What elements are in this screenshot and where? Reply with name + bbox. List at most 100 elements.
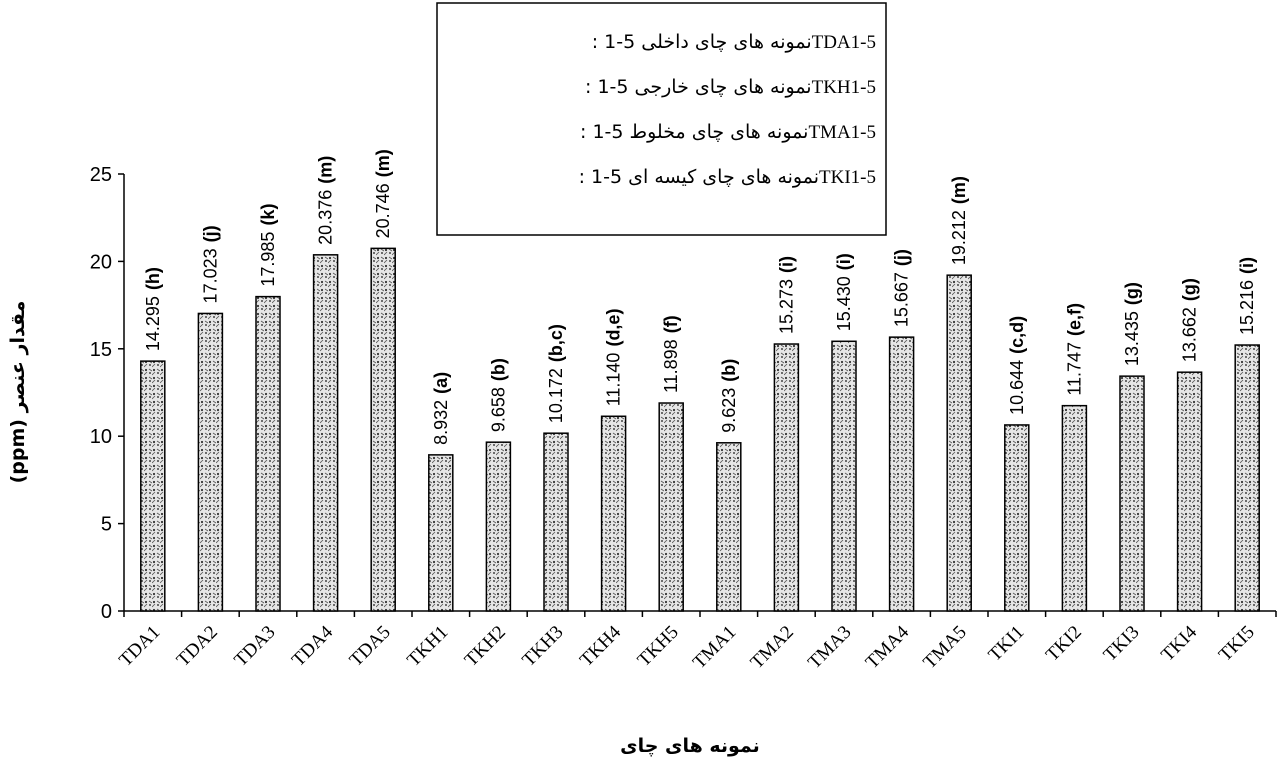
group-letter: (i): [1237, 257, 1257, 274]
data-value: 15.216: [1237, 280, 1257, 335]
group-letter: (m): [316, 156, 336, 184]
group-letter: (k): [258, 204, 278, 226]
legend-item-TMA1-5: : نمونه های چای مخلوط 5-1TMA1-5: [580, 121, 876, 143]
data-value: 20.376: [316, 190, 336, 245]
data-value: 15.667: [892, 272, 912, 327]
data-label-TKH3: 10.172 (b,c): [546, 324, 566, 423]
bar-TKH1: [428, 454, 454, 612]
data-value: 20.746: [373, 183, 393, 238]
x-tick-label-TKI4: TKI4: [1157, 621, 1201, 665]
bar-TKI3: [1119, 375, 1145, 612]
group-letter: (g): [1122, 282, 1142, 305]
bar-TMA1: [716, 442, 742, 612]
x-tick-label-TMA5: TMA5: [919, 622, 970, 673]
bar-TKI2: [1061, 404, 1088, 612]
data-label-TDA4: 20.376 (m): [316, 156, 336, 245]
data-value: 15.273: [776, 279, 796, 334]
data-label-TDA5: 20.746 (m): [373, 149, 393, 238]
group-letter: (i): [776, 256, 796, 273]
bar-TKH3: [543, 432, 569, 612]
bar-TDA5: [370, 247, 396, 612]
group-letter: (f): [661, 315, 681, 333]
bar-TKH4: [600, 415, 627, 612]
legend-item-TDA1-5: : نمونه های چای داخلی 5-1TDA1-5: [592, 31, 876, 53]
data-label-TMA2: 15.273 (i): [776, 256, 796, 334]
y-tick-label: 15: [90, 339, 112, 361]
data-label-TDA2: 17.023 (j): [200, 225, 220, 303]
x-axis-title: نمونه های چای: [620, 735, 760, 757]
group-letter: (h): [143, 267, 163, 290]
group-letter: (m): [373, 149, 393, 177]
x-tick-label-TMA4: TMA4: [862, 621, 914, 673]
data-value: 17.023: [200, 248, 220, 303]
group-letter: (i): [834, 253, 854, 270]
x-tick-label-TMA1: TMA1: [689, 622, 740, 673]
data-value: 13.662: [1180, 307, 1200, 362]
data-label-TKH5: 11.898 (f): [661, 315, 681, 393]
bar-TDA1: [140, 360, 166, 612]
data-label-TKI4: 13.662 (g): [1180, 278, 1200, 362]
bar-TKI5: [1234, 344, 1260, 612]
data-value: 13.435: [1122, 311, 1142, 366]
bar-TMA3: [831, 340, 857, 612]
data-value: 10.172: [546, 368, 566, 423]
data-label-TKI1: 10.644 (c,d): [1007, 316, 1027, 415]
x-tick-label-TDA5: TDA5: [346, 622, 395, 671]
legend-description: : نمونه های چای خارجی 5-1: [585, 76, 812, 98]
group-letter: (c,d): [1007, 316, 1027, 354]
data-label-TKI3: 13.435 (g): [1122, 282, 1142, 366]
bar-TMA5: [946, 274, 972, 612]
x-tick-label-TKI3: TKI3: [1100, 622, 1144, 666]
data-label-TKH2: 9.658 (b): [488, 358, 508, 432]
y-tick-label: 20: [90, 251, 112, 273]
legend-description: : نمونه های چای مخلوط 5-1: [580, 121, 808, 143]
data-label-TMA1: 9.623 (b): [719, 359, 739, 433]
y-tick-label: 0: [101, 601, 112, 623]
x-tick-label-TMA2: TMA2: [747, 622, 798, 673]
group-letter: (b): [488, 358, 508, 381]
legend-code: TKI1-5: [819, 167, 876, 188]
group-letter: (a): [431, 372, 451, 394]
bar-TKH2: [485, 441, 512, 612]
legend-code: TMA1-5: [808, 122, 876, 143]
data-label-TMA4: 15.667 (j): [892, 249, 912, 327]
data-value: 10.644: [1007, 360, 1027, 415]
legend-description: : نمونه های چای کیسه ای 5-1: [579, 166, 819, 188]
x-tick-label-TMA3: TMA3: [804, 622, 855, 673]
group-letter: (b,c): [546, 324, 566, 362]
legend-item-TKI1-5: : نمونه های چای کیسه ای 5-1TKI1-5: [579, 166, 876, 188]
data-value: 9.623: [719, 388, 739, 433]
legend-box: [436, 2, 887, 236]
group-letter: (j): [892, 249, 912, 266]
data-label-TDA3: 17.985 (k): [258, 204, 278, 287]
data-value: 19.212: [949, 210, 969, 265]
legend-code: TDA1-5: [812, 32, 876, 53]
data-label-TKI2: 11.747 (e,f): [1064, 303, 1084, 396]
data-value: 8.932: [431, 400, 451, 445]
data-value: 17.985: [258, 232, 278, 287]
legend-code: TKH1-5: [812, 77, 876, 98]
x-tick-label-TKH3: TKH3: [518, 622, 567, 671]
x-tick-label-TDA2: TDA2: [173, 622, 222, 671]
data-label-TMA5: 19.212 (m): [949, 176, 969, 265]
data-label-TMA3: 15.430 (i): [834, 253, 854, 331]
x-tick-label-TKI1: TKI1: [984, 622, 1028, 666]
data-label-TKH4: 11.140 (d,e): [604, 309, 624, 407]
bar-TDA4: [312, 254, 339, 612]
legend-description: : نمونه های چای داخلی 5-1: [592, 31, 812, 53]
data-label-TKH1: 8.932 (a): [431, 372, 451, 445]
x-tick-label-TKH4: TKH4: [576, 621, 626, 671]
bar-TKI4: [1176, 371, 1203, 612]
y-tick-label: 10: [90, 426, 112, 448]
data-value: 15.430: [834, 276, 854, 331]
y-tick-label: 5: [101, 514, 112, 536]
group-letter: (m): [949, 176, 969, 204]
data-value: 11.898: [661, 339, 681, 393]
x-tick-label-TKI2: TKI2: [1042, 622, 1086, 666]
data-label-TDA1: 14.295 (h): [143, 267, 163, 351]
bar-TKI1: [1004, 424, 1030, 612]
group-letter: (b): [719, 359, 739, 382]
x-tick-label-TKH1: TKH1: [403, 622, 452, 671]
data-value: 11.747: [1064, 342, 1084, 396]
x-tick-label-TKI5: TKI5: [1215, 622, 1259, 666]
